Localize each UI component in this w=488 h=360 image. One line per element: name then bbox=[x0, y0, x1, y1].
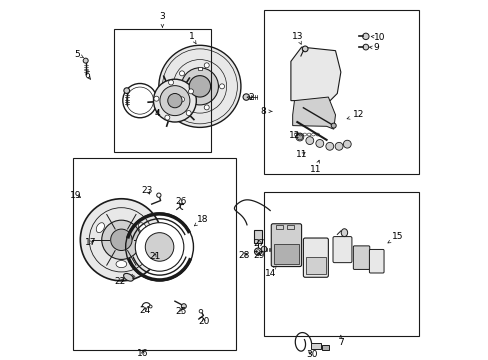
Polygon shape bbox=[292, 97, 335, 129]
Ellipse shape bbox=[343, 140, 350, 148]
Text: 9: 9 bbox=[369, 43, 379, 52]
Text: 3: 3 bbox=[159, 12, 165, 27]
Ellipse shape bbox=[123, 273, 133, 281]
Text: 27: 27 bbox=[253, 239, 264, 248]
Text: 17: 17 bbox=[84, 238, 96, 247]
Circle shape bbox=[302, 46, 307, 52]
Ellipse shape bbox=[315, 140, 323, 147]
Text: 25: 25 bbox=[175, 307, 186, 316]
Text: 24: 24 bbox=[139, 306, 150, 315]
Circle shape bbox=[159, 45, 241, 127]
Ellipse shape bbox=[138, 223, 146, 233]
Text: 14: 14 bbox=[264, 266, 276, 278]
Ellipse shape bbox=[305, 137, 313, 144]
Text: 1: 1 bbox=[188, 32, 196, 44]
Circle shape bbox=[254, 248, 261, 255]
Circle shape bbox=[219, 84, 224, 89]
Circle shape bbox=[330, 123, 336, 128]
Circle shape bbox=[164, 115, 169, 120]
Circle shape bbox=[362, 44, 368, 50]
Circle shape bbox=[160, 86, 189, 116]
Bar bbox=[264, 10, 419, 174]
FancyBboxPatch shape bbox=[303, 238, 328, 277]
Bar bbox=[73, 158, 235, 350]
Polygon shape bbox=[290, 47, 340, 101]
Ellipse shape bbox=[334, 142, 342, 150]
Text: 4: 4 bbox=[154, 109, 160, 118]
Circle shape bbox=[186, 111, 191, 116]
Text: 28: 28 bbox=[238, 251, 249, 260]
Circle shape bbox=[204, 63, 209, 68]
Circle shape bbox=[181, 304, 186, 309]
Text: 23: 23 bbox=[142, 186, 153, 195]
Ellipse shape bbox=[96, 223, 104, 233]
Circle shape bbox=[261, 246, 266, 252]
Circle shape bbox=[154, 96, 159, 101]
Circle shape bbox=[149, 305, 152, 308]
Text: 12: 12 bbox=[346, 111, 364, 120]
FancyBboxPatch shape bbox=[368, 249, 383, 273]
Text: 21: 21 bbox=[148, 252, 160, 261]
Text: 12: 12 bbox=[288, 131, 300, 140]
Ellipse shape bbox=[341, 229, 347, 237]
FancyBboxPatch shape bbox=[332, 237, 351, 263]
Circle shape bbox=[80, 199, 162, 281]
Text: 11: 11 bbox=[309, 160, 321, 174]
Circle shape bbox=[83, 58, 88, 63]
Circle shape bbox=[256, 250, 259, 253]
Bar bbox=[264, 192, 419, 336]
Text: 6: 6 bbox=[84, 71, 90, 80]
Circle shape bbox=[189, 76, 210, 97]
Circle shape bbox=[188, 89, 193, 94]
Bar bbox=[310, 343, 320, 348]
Ellipse shape bbox=[116, 261, 126, 267]
Circle shape bbox=[153, 79, 196, 122]
Circle shape bbox=[168, 80, 173, 85]
Circle shape bbox=[145, 233, 173, 261]
Bar bbox=[321, 345, 329, 350]
Ellipse shape bbox=[325, 142, 333, 150]
Text: 15: 15 bbox=[387, 233, 402, 243]
Text: 13: 13 bbox=[291, 32, 303, 44]
Circle shape bbox=[110, 229, 132, 251]
FancyBboxPatch shape bbox=[271, 224, 301, 266]
Text: 30: 30 bbox=[305, 350, 317, 359]
Bar bbox=[286, 225, 293, 229]
Bar bbox=[198, 67, 201, 70]
Text: 16: 16 bbox=[137, 349, 148, 358]
Text: 2: 2 bbox=[246, 93, 253, 102]
Bar bbox=[275, 225, 283, 229]
Text: 7: 7 bbox=[337, 335, 343, 347]
Bar bbox=[114, 29, 210, 152]
Circle shape bbox=[243, 94, 249, 100]
Text: 29: 29 bbox=[253, 251, 264, 260]
Text: 22: 22 bbox=[115, 278, 126, 287]
Circle shape bbox=[204, 105, 209, 110]
Ellipse shape bbox=[295, 133, 303, 141]
Bar bbox=[254, 230, 262, 243]
Circle shape bbox=[296, 134, 302, 140]
Bar bbox=[305, 257, 325, 274]
Text: 11: 11 bbox=[295, 150, 307, 159]
Text: 5: 5 bbox=[75, 50, 83, 59]
Text: 19: 19 bbox=[70, 191, 81, 200]
Circle shape bbox=[179, 71, 184, 76]
Text: 18: 18 bbox=[194, 215, 208, 226]
Text: 26: 26 bbox=[175, 197, 186, 206]
Text: 8: 8 bbox=[260, 107, 271, 116]
Circle shape bbox=[123, 88, 129, 94]
Circle shape bbox=[167, 94, 182, 108]
Text: 10: 10 bbox=[370, 33, 385, 42]
Circle shape bbox=[156, 193, 161, 197]
Text: 20: 20 bbox=[198, 317, 209, 326]
Circle shape bbox=[181, 68, 218, 105]
Bar bbox=[274, 244, 298, 264]
Circle shape bbox=[179, 97, 184, 102]
Circle shape bbox=[102, 220, 141, 260]
FancyBboxPatch shape bbox=[353, 246, 369, 269]
Circle shape bbox=[135, 223, 183, 271]
Circle shape bbox=[362, 33, 368, 40]
Circle shape bbox=[199, 309, 203, 313]
